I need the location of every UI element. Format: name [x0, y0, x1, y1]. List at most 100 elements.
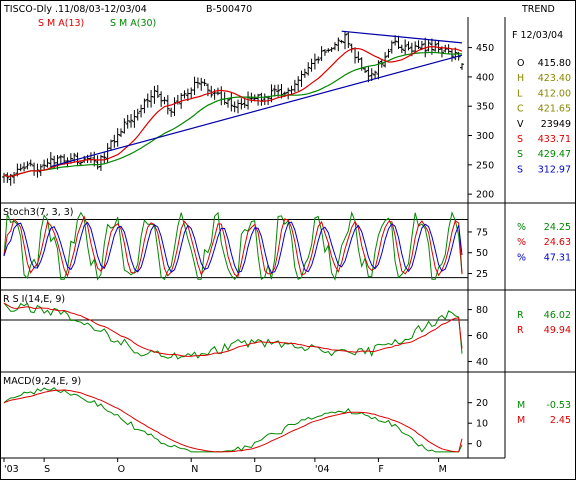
price-bar	[302, 68, 307, 78]
stoch-d-line	[3, 215, 463, 278]
date-tick-label: F	[378, 464, 383, 475]
sma13-line	[3, 46, 463, 178]
info-row-value: 423.40	[538, 73, 571, 84]
info-row-value: 421.65	[538, 104, 571, 115]
price-tick-label: 400	[476, 72, 494, 83]
price-bar	[262, 93, 267, 105]
price-bar	[376, 60, 381, 80]
stoch-title: Stoch3(7, 3, 3)	[3, 207, 73, 218]
info-row-value: 412.00	[538, 88, 571, 99]
price-bar	[135, 108, 140, 121]
price-bar	[189, 87, 194, 99]
price-bar	[22, 162, 27, 172]
price-bar	[162, 96, 167, 105]
price-bar	[42, 159, 47, 170]
price-bar	[322, 49, 327, 56]
info-row-value: 433.71	[538, 134, 571, 145]
price-bar	[125, 114, 130, 129]
price-bar	[299, 70, 304, 87]
info-row-label: L	[517, 88, 523, 99]
stoch-tick-label: 25	[476, 269, 488, 280]
price-bar	[18, 163, 23, 172]
info-row-label: %	[517, 237, 526, 248]
price-bar	[316, 56, 321, 64]
rsi-tick-label: 60	[476, 331, 488, 342]
legend-sma30: S M A(30)	[110, 18, 156, 29]
price-bar	[172, 97, 177, 116]
price-tick-label: 350	[476, 102, 494, 113]
stoch-tick-label: 75	[476, 227, 488, 238]
price-bar	[389, 40, 394, 54]
price-bar	[142, 98, 147, 114]
date-tick-label: O	[118, 464, 125, 475]
price-bar	[312, 53, 317, 70]
info-rows: O 415.80 H 423.40 L 412.00 C 421.65 V 23949 S 433.7…	[517, 58, 571, 426]
price-bar	[373, 70, 378, 79]
price-bar	[342, 31, 347, 50]
info-row-label: C	[517, 104, 524, 115]
price-bar	[346, 32, 351, 49]
rsi-tick-label: 80	[476, 305, 488, 316]
price-bar	[406, 41, 411, 51]
price-bar	[25, 161, 30, 170]
trend-label: TREND	[521, 4, 555, 15]
price-bar	[239, 98, 244, 110]
date-axis: '03 S O N D '04 F M	[3, 458, 447, 475]
price-bar	[58, 154, 63, 164]
price-bar	[339, 40, 344, 44]
price-bar	[195, 77, 200, 89]
price-bar	[48, 152, 53, 170]
date-tick-label: D	[255, 464, 262, 475]
price-bar	[5, 172, 10, 183]
price-bar	[95, 155, 100, 170]
info-row-value: -0.53	[546, 400, 571, 411]
info-row-label: S	[517, 149, 523, 160]
price-bar	[209, 85, 214, 98]
price-bar	[329, 47, 334, 52]
price-bar	[45, 158, 50, 168]
price-bar	[460, 63, 464, 70]
date-tick-label: S	[44, 464, 50, 475]
price-bar	[192, 76, 197, 96]
price-bar	[386, 48, 391, 58]
stoch-tick-label: 50	[476, 248, 488, 259]
price-bar	[332, 42, 337, 51]
price-bar	[98, 154, 103, 171]
price-bars	[2, 31, 464, 186]
price-bar	[399, 44, 404, 53]
price-bar	[219, 86, 224, 106]
price-lines	[3, 30, 463, 178]
price-bar	[28, 159, 33, 167]
price-bar	[326, 48, 331, 53]
price-bar	[165, 95, 170, 115]
info-row-value: 429.47	[538, 149, 571, 160]
info-row-value: 24.63	[544, 237, 571, 248]
date-tick-label: M	[439, 464, 447, 475]
info-row-value: 312.97	[538, 164, 571, 175]
stoch-k-line	[3, 211, 463, 281]
price-bar	[306, 62, 311, 76]
price-bar	[383, 52, 388, 68]
info-row-label: R	[517, 310, 524, 321]
chart-code: B-500470	[206, 4, 252, 15]
info-row-value: 24.25	[544, 222, 571, 233]
info-date: F 12/03/04	[512, 30, 563, 41]
price-bar	[242, 98, 247, 109]
price-bar	[433, 41, 438, 52]
price-bar	[182, 90, 187, 99]
price-tick-label: 450	[476, 43, 494, 54]
price-bar	[145, 93, 150, 108]
price-bar	[119, 128, 124, 137]
price-tick-label: 300	[476, 131, 494, 142]
price-bar	[159, 91, 164, 107]
sma30-line	[3, 51, 463, 178]
price-bar	[12, 172, 17, 184]
price-bar	[199, 77, 204, 91]
info-row-label: O	[517, 58, 524, 69]
price-tick-label: 200	[476, 190, 494, 201]
info-row-label: R	[517, 325, 524, 336]
price-bar	[349, 43, 354, 53]
date-tick-label: '04	[315, 464, 330, 475]
info-row-value: 46.02	[544, 310, 571, 321]
